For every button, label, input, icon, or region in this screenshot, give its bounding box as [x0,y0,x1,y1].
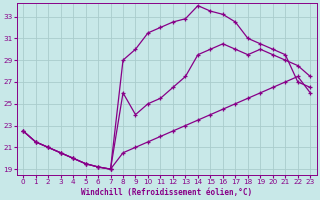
X-axis label: Windchill (Refroidissement éolien,°C): Windchill (Refroidissement éolien,°C) [81,188,252,197]
